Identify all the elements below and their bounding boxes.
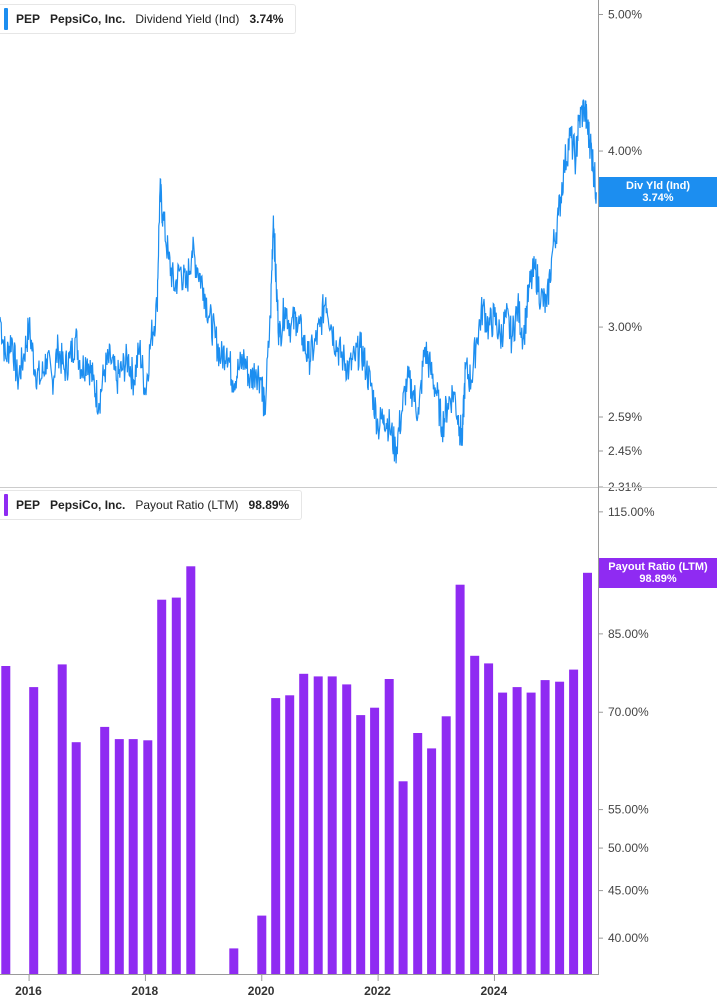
x-tick-label: 2016 bbox=[15, 984, 42, 998]
y-tick-label: 50.00% bbox=[608, 841, 649, 855]
legend-metric: Dividend Yield (Ind) bbox=[135, 12, 240, 26]
payout-bar bbox=[398, 781, 408, 974]
y-tick-label: 40.00% bbox=[608, 931, 649, 945]
y-tick-label: 2.59% bbox=[608, 410, 642, 424]
y-tick-label: 115.00% bbox=[608, 505, 655, 519]
legend-dividend-yield[interactable]: PEP PepsiCo, Inc. Dividend Yield (Ind) 3… bbox=[0, 4, 297, 34]
payout-bar bbox=[313, 676, 323, 974]
payout-bar bbox=[370, 707, 380, 974]
payout-bar bbox=[512, 687, 522, 974]
y-tick-label: 2.45% bbox=[608, 444, 642, 458]
legend-swatch-payout bbox=[4, 494, 8, 516]
payout-bar bbox=[356, 715, 366, 974]
payout-bar bbox=[57, 664, 67, 974]
payout-bar bbox=[29, 687, 39, 974]
current-value-tag-payout: Payout Ratio (LTM) 98.89% bbox=[599, 557, 717, 588]
payout-bar bbox=[540, 680, 550, 974]
payout-bar bbox=[157, 599, 167, 974]
payout-bar bbox=[455, 584, 465, 974]
payout-bar bbox=[526, 692, 536, 974]
payout-bar bbox=[441, 716, 451, 974]
payout-bar bbox=[498, 692, 508, 974]
dividend-yield-line bbox=[0, 99, 597, 464]
y-tick-label: 55.00% bbox=[608, 803, 649, 817]
payout-bar bbox=[470, 655, 480, 974]
payout-bar bbox=[342, 684, 352, 974]
x-tick-label: 2024 bbox=[480, 984, 507, 998]
payout-bar bbox=[569, 669, 579, 974]
y-tick-label: 5.00% bbox=[608, 8, 642, 22]
payout-ratio-panel: 115.00% 85.00% 70.00% 55.00% 50.00% 45.00% 40.… bbox=[1, 505, 655, 974]
legend-company: PepsiCo, Inc. bbox=[50, 498, 126, 512]
y-tick-label: 45.00% bbox=[608, 884, 649, 898]
y-tick-label: 85.00% bbox=[608, 627, 649, 641]
payout-bar bbox=[143, 740, 153, 974]
legend-value: 3.74% bbox=[249, 12, 284, 26]
tag-label: Div Yld (Ind) bbox=[626, 180, 690, 193]
legend-company: PepsiCo, Inc. bbox=[50, 12, 126, 26]
tag-value: 3.74% bbox=[642, 192, 674, 205]
legend-swatch-yield bbox=[4, 8, 8, 30]
dividend-yield-panel: 5.00%4.00%3.00%2.59%2.45%2.31% bbox=[0, 8, 642, 494]
payout-bar bbox=[413, 733, 423, 974]
payout-bar bbox=[257, 915, 267, 974]
payout-bar bbox=[427, 748, 437, 974]
payout-bar bbox=[229, 948, 239, 974]
payout-bar bbox=[299, 673, 309, 974]
y-tick-label: 3.00% bbox=[608, 320, 642, 334]
payout-bar bbox=[114, 739, 124, 974]
payout-bar bbox=[128, 739, 138, 974]
legend-metric: Payout Ratio (LTM) bbox=[135, 498, 239, 512]
payout-bar bbox=[484, 663, 494, 974]
payout-bar bbox=[384, 679, 394, 974]
payout-bar bbox=[555, 681, 565, 974]
tag-label: Payout Ratio (LTM) bbox=[608, 560, 708, 573]
x-tick-label: 2020 bbox=[248, 984, 275, 998]
legend-payout-ratio[interactable]: PEP PepsiCo, Inc. Payout Ratio (LTM) 98.… bbox=[0, 490, 303, 520]
payout-bar bbox=[100, 726, 110, 974]
tag-value: 98.89% bbox=[639, 572, 677, 585]
legend-ticker: PEP bbox=[16, 12, 41, 26]
payout-bar bbox=[71, 742, 81, 974]
legend-ticker: PEP bbox=[16, 498, 41, 512]
y-tick-label: 70.00% bbox=[608, 705, 649, 719]
payout-bar bbox=[171, 597, 181, 974]
payout-bar bbox=[1, 666, 11, 974]
payout-bar bbox=[271, 698, 281, 974]
x-axis: 2016 2018 2020 2022 2024 bbox=[0, 974, 599, 998]
legend-value: 98.89% bbox=[248, 498, 290, 512]
y-tick-label: 4.00% bbox=[608, 144, 642, 158]
x-tick-label: 2018 bbox=[131, 984, 158, 998]
payout-bar bbox=[285, 695, 295, 974]
payout-bar bbox=[583, 572, 592, 974]
payout-bar bbox=[327, 676, 337, 974]
payout-bar bbox=[186, 566, 196, 974]
current-value-tag-yield: Div Yld (Ind) 3.74% bbox=[599, 177, 717, 208]
x-tick-label: 2022 bbox=[364, 984, 391, 998]
